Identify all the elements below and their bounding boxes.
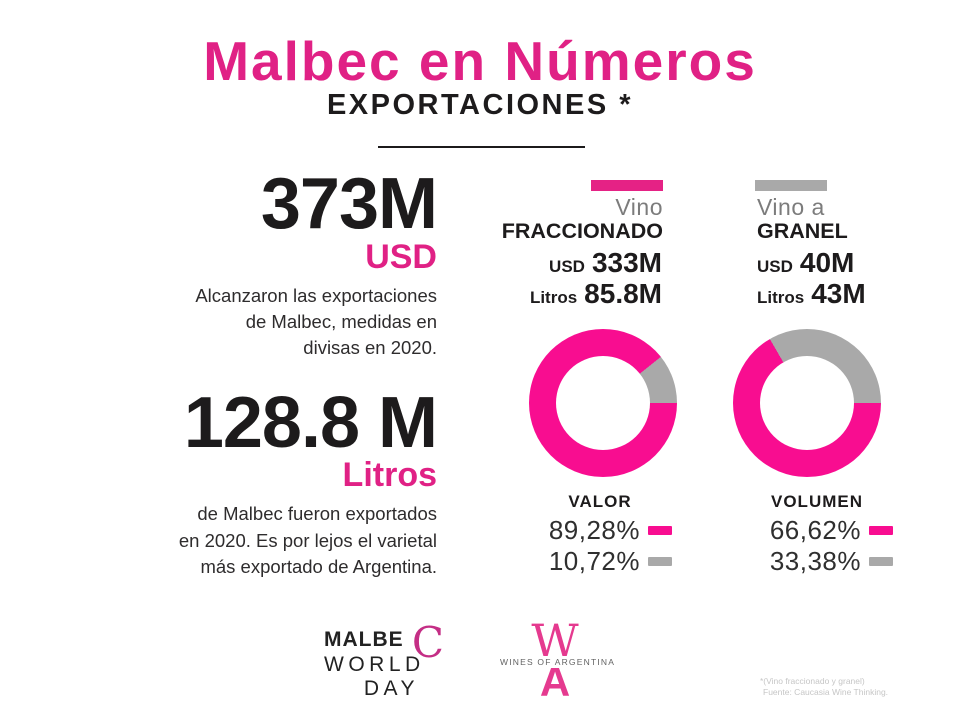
usd-stat-label: USD [757, 257, 793, 276]
valor-gray-percent: 10,72% [548, 545, 640, 576]
total-usd-description-line: Alcanzaron las exportaciones [195, 284, 437, 306]
page-title: Malbec en Números [203, 30, 757, 92]
volumen-pink-percent: 66,62% [769, 514, 861, 545]
mwd-malbe-text: MALBE [324, 628, 404, 651]
valor-gray-row: 10,72% [549, 546, 672, 576]
mwd-c-glyph: C [411, 618, 444, 667]
usd-stat-label: USD [549, 257, 585, 276]
granel-stats: USD 40M Litros 43M [757, 246, 866, 309]
total-usd-description: Alcanzaron las exportaciones de Malbec, … [100, 283, 437, 362]
total-litros-description-line: de Malbec fueron exportados [197, 503, 437, 525]
header-divider [378, 146, 585, 148]
fraccionado-litros-value: 85.8M [584, 278, 662, 310]
volumen-gray-row: 33,38% [770, 546, 893, 576]
fraccionado-stats: USD 333M Litros 85.8M [530, 246, 662, 309]
fraccionado-label-thin: Vino [615, 194, 663, 220]
source-footnote: *(Vino fraccionado y granel) Fuente: Cau… [760, 676, 888, 698]
valor-heading: VALOR [568, 492, 632, 511]
fraccionado-label: Vino FRACCIONADO [502, 196, 663, 243]
fraccionado-color-bar [591, 180, 663, 191]
granel-litros-row: Litros 43M [757, 278, 866, 310]
volumen-donut-chart [733, 329, 881, 477]
granel-usd-row: USD 40M [757, 247, 866, 278]
total-litros-value: 128.8 M [183, 382, 438, 463]
granel-color-bar [755, 180, 827, 191]
total-usd-value: 373M [260, 164, 438, 244]
footnote-line: *(Vino fraccionado y granel) [760, 676, 865, 686]
litros-stat-label: Litros [529, 288, 578, 308]
granel-usd-value: 40M [799, 247, 855, 278]
volumen-pink-row: 66,62% [770, 515, 893, 545]
volumen-heading: VOLUMEN [771, 492, 863, 511]
woa-wordmark: WINES OF ARGENTINA [500, 656, 616, 669]
page-subtitle: EXPORTACIONES * [326, 89, 634, 121]
valor-pink-row: 89,28% [549, 515, 672, 545]
mwd-day-text: DAY [363, 677, 419, 700]
volumen-legend: 66,62% 33,38% [770, 514, 893, 576]
fraccionado-litros-row: Litros 85.8M [529, 278, 662, 310]
gray-swatch [869, 556, 893, 566]
total-usd-description-line: de Malbec, medidas en [245, 311, 437, 333]
litros-stat-label: Litros [757, 288, 805, 308]
mwd-logo-line1: MALBE C [324, 622, 444, 663]
granel-label: Vino a GRANEL [757, 196, 848, 243]
total-usd-description-line: divisas en 2020. [303, 337, 437, 359]
granel-label-bold: GRANEL [757, 219, 848, 243]
valor-pink-percent: 89,28% [548, 514, 640, 545]
total-litros-unit: Litros [342, 456, 437, 495]
granel-label-thin: Vino a [757, 194, 825, 220]
pink-swatch [869, 525, 893, 535]
fraccionado-label-bold: FRACCIONADO [501, 219, 663, 243]
mwd-world-text: WORLD [324, 653, 425, 676]
malbec-world-day-logo: MALBE C WORLD DAY [324, 622, 444, 700]
volumen-gray-percent: 33,38% [769, 545, 861, 576]
total-litros-description-line: más exportado de Argentina. [200, 555, 437, 577]
gray-swatch [648, 556, 672, 566]
wines-of-argentina-logo: W WINES OF ARGENTINA A [500, 618, 616, 706]
total-litros-description-line: en 2020. Es por lejos el varietal [178, 529, 437, 551]
total-litros-description: de Malbec fueron exportados en 2020. Es … [100, 501, 437, 580]
fraccionado-usd-value: 333M [591, 247, 662, 278]
totals-column: 373M USD Alcanzaron las exportaciones de… [100, 164, 438, 580]
valor-donut-chart [529, 329, 677, 477]
granel-litros-value: 43M [811, 278, 866, 310]
total-usd-unit: USD [365, 237, 437, 276]
woa-a-glyph: A [539, 658, 571, 706]
valor-legend: 89,28% 10,72% [549, 514, 672, 576]
footnote-line: Fuente: Caucasia Wine Thinking. [763, 687, 889, 698]
pink-swatch [648, 525, 672, 535]
fraccionado-usd-row: USD 333M [530, 247, 662, 278]
